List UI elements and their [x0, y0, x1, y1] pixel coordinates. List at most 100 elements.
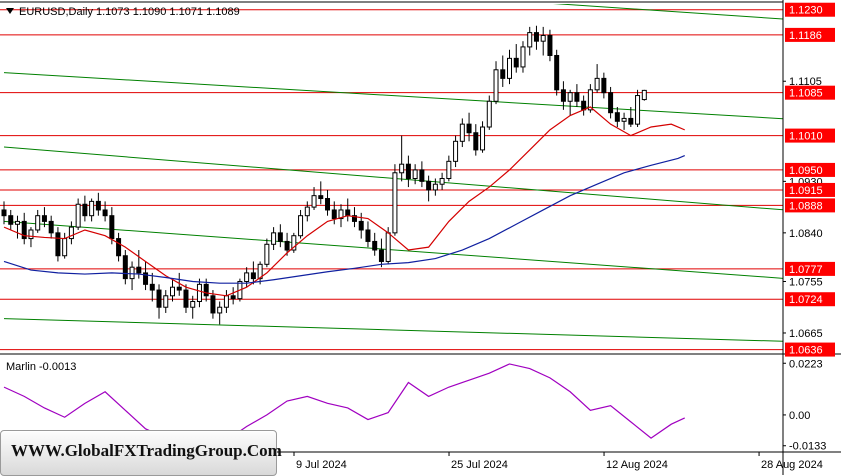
candle[interactable] — [176, 272, 182, 296]
candle[interactable] — [170, 278, 175, 302]
candle[interactable] — [41, 207, 47, 228]
candle[interactable] — [75, 198, 81, 230]
candle[interactable] — [257, 261, 263, 285]
candle[interactable] — [365, 221, 371, 248]
candle-body-bull — [587, 89, 593, 111]
candle[interactable] — [473, 124, 479, 156]
candle[interactable] — [533, 25, 539, 50]
candle[interactable] — [587, 84, 593, 113]
candle[interactable] — [635, 89, 641, 128]
candle[interactable] — [527, 26, 533, 56]
candle[interactable] — [21, 212, 27, 245]
candle[interactable] — [318, 181, 324, 205]
candle[interactable] — [641, 89, 647, 101]
candle[interactable] — [277, 224, 283, 248]
candle[interactable] — [68, 221, 74, 245]
candle[interactable] — [48, 215, 54, 239]
candle[interactable] — [28, 227, 34, 248]
candle[interactable] — [432, 178, 438, 196]
candle[interactable] — [426, 175, 432, 202]
time-axis-ticks: 9 Jul 2024 25 Jul 2024 12 Aug 2024 28 Aug 2… — [293, 452, 823, 471]
level-label-text: 1.0950 — [789, 165, 823, 177]
candle[interactable] — [378, 238, 384, 268]
level-label-box — [785, 128, 835, 143]
candle[interactable] — [614, 106, 620, 128]
candle[interactable] — [149, 272, 155, 302]
candle[interactable] — [554, 49, 560, 96]
candle[interactable] — [298, 209, 304, 239]
candle[interactable] — [271, 227, 277, 251]
candle[interactable] — [486, 95, 492, 130]
candle[interactable] — [493, 61, 499, 105]
candle[interactable] — [116, 232, 122, 262]
candle[interactable] — [183, 284, 189, 313]
candle[interactable] — [608, 86, 614, 119]
candle[interactable] — [190, 295, 196, 319]
candle[interactable] — [210, 290, 216, 319]
candle[interactable] — [244, 267, 250, 288]
candle[interactable] — [446, 155, 452, 182]
candle[interactable] — [547, 29, 553, 62]
level-label: 1.1186 — [785, 27, 835, 42]
candle[interactable] — [264, 238, 270, 268]
candle[interactable] — [500, 55, 506, 87]
candle[interactable] — [466, 112, 472, 142]
candle[interactable] — [89, 198, 95, 222]
osc-tick-top: 0.0223 — [789, 358, 823, 370]
candle[interactable] — [513, 44, 519, 73]
candle[interactable] — [156, 284, 162, 319]
candle[interactable] — [419, 161, 425, 188]
candle[interactable] — [284, 232, 290, 256]
candles[interactable] — [1, 25, 647, 325]
candle[interactable] — [143, 261, 149, 291]
candle[interactable] — [196, 278, 202, 308]
candle[interactable] — [338, 204, 344, 228]
candle[interactable] — [109, 207, 115, 245]
candle[interactable] — [129, 261, 135, 291]
candle[interactable] — [567, 89, 573, 116]
candle[interactable] — [628, 106, 634, 128]
candle[interactable] — [372, 232, 378, 256]
candle[interactable] — [412, 164, 418, 185]
candle[interactable] — [392, 164, 398, 236]
candle[interactable] — [540, 26, 546, 56]
candle[interactable] — [217, 301, 223, 325]
collapse-triangle-icon[interactable] — [6, 8, 14, 14]
candle[interactable] — [439, 172, 445, 190]
candle[interactable] — [311, 187, 317, 210]
candle[interactable] — [507, 49, 512, 85]
level-label-text: 1.1230 — [789, 5, 823, 17]
candle-body-bull — [257, 263, 263, 280]
candle[interactable] — [594, 64, 600, 93]
candle[interactable] — [399, 135, 405, 182]
candle[interactable] — [163, 290, 169, 313]
candle[interactable] — [55, 227, 61, 262]
candle-body-bull — [493, 69, 499, 102]
candle[interactable] — [122, 250, 128, 285]
candle-body-bear — [1, 209, 7, 217]
candle[interactable] — [14, 215, 20, 239]
candle[interactable] — [304, 201, 310, 222]
candle[interactable] — [8, 209, 14, 230]
candle[interactable] — [291, 232, 297, 253]
candle[interactable] — [405, 155, 411, 188]
candle[interactable] — [621, 112, 627, 130]
candle[interactable] — [453, 135, 459, 168]
candle[interactable] — [1, 201, 7, 225]
candle[interactable] — [325, 189, 331, 216]
candle[interactable] — [520, 41, 526, 73]
candle[interactable] — [574, 84, 580, 107]
candle[interactable] — [480, 121, 486, 153]
candle[interactable] — [601, 72, 607, 99]
candle-body-bear — [102, 209, 108, 217]
candle[interactable] — [82, 195, 88, 222]
candle[interactable] — [35, 209, 41, 233]
candle[interactable] — [95, 192, 101, 216]
candle[interactable] — [230, 287, 236, 305]
candle[interactable] — [250, 261, 256, 285]
candle[interactable] — [102, 201, 108, 222]
candle[interactable] — [459, 118, 465, 148]
candle[interactable] — [560, 81, 566, 110]
candle[interactable] — [331, 201, 337, 225]
